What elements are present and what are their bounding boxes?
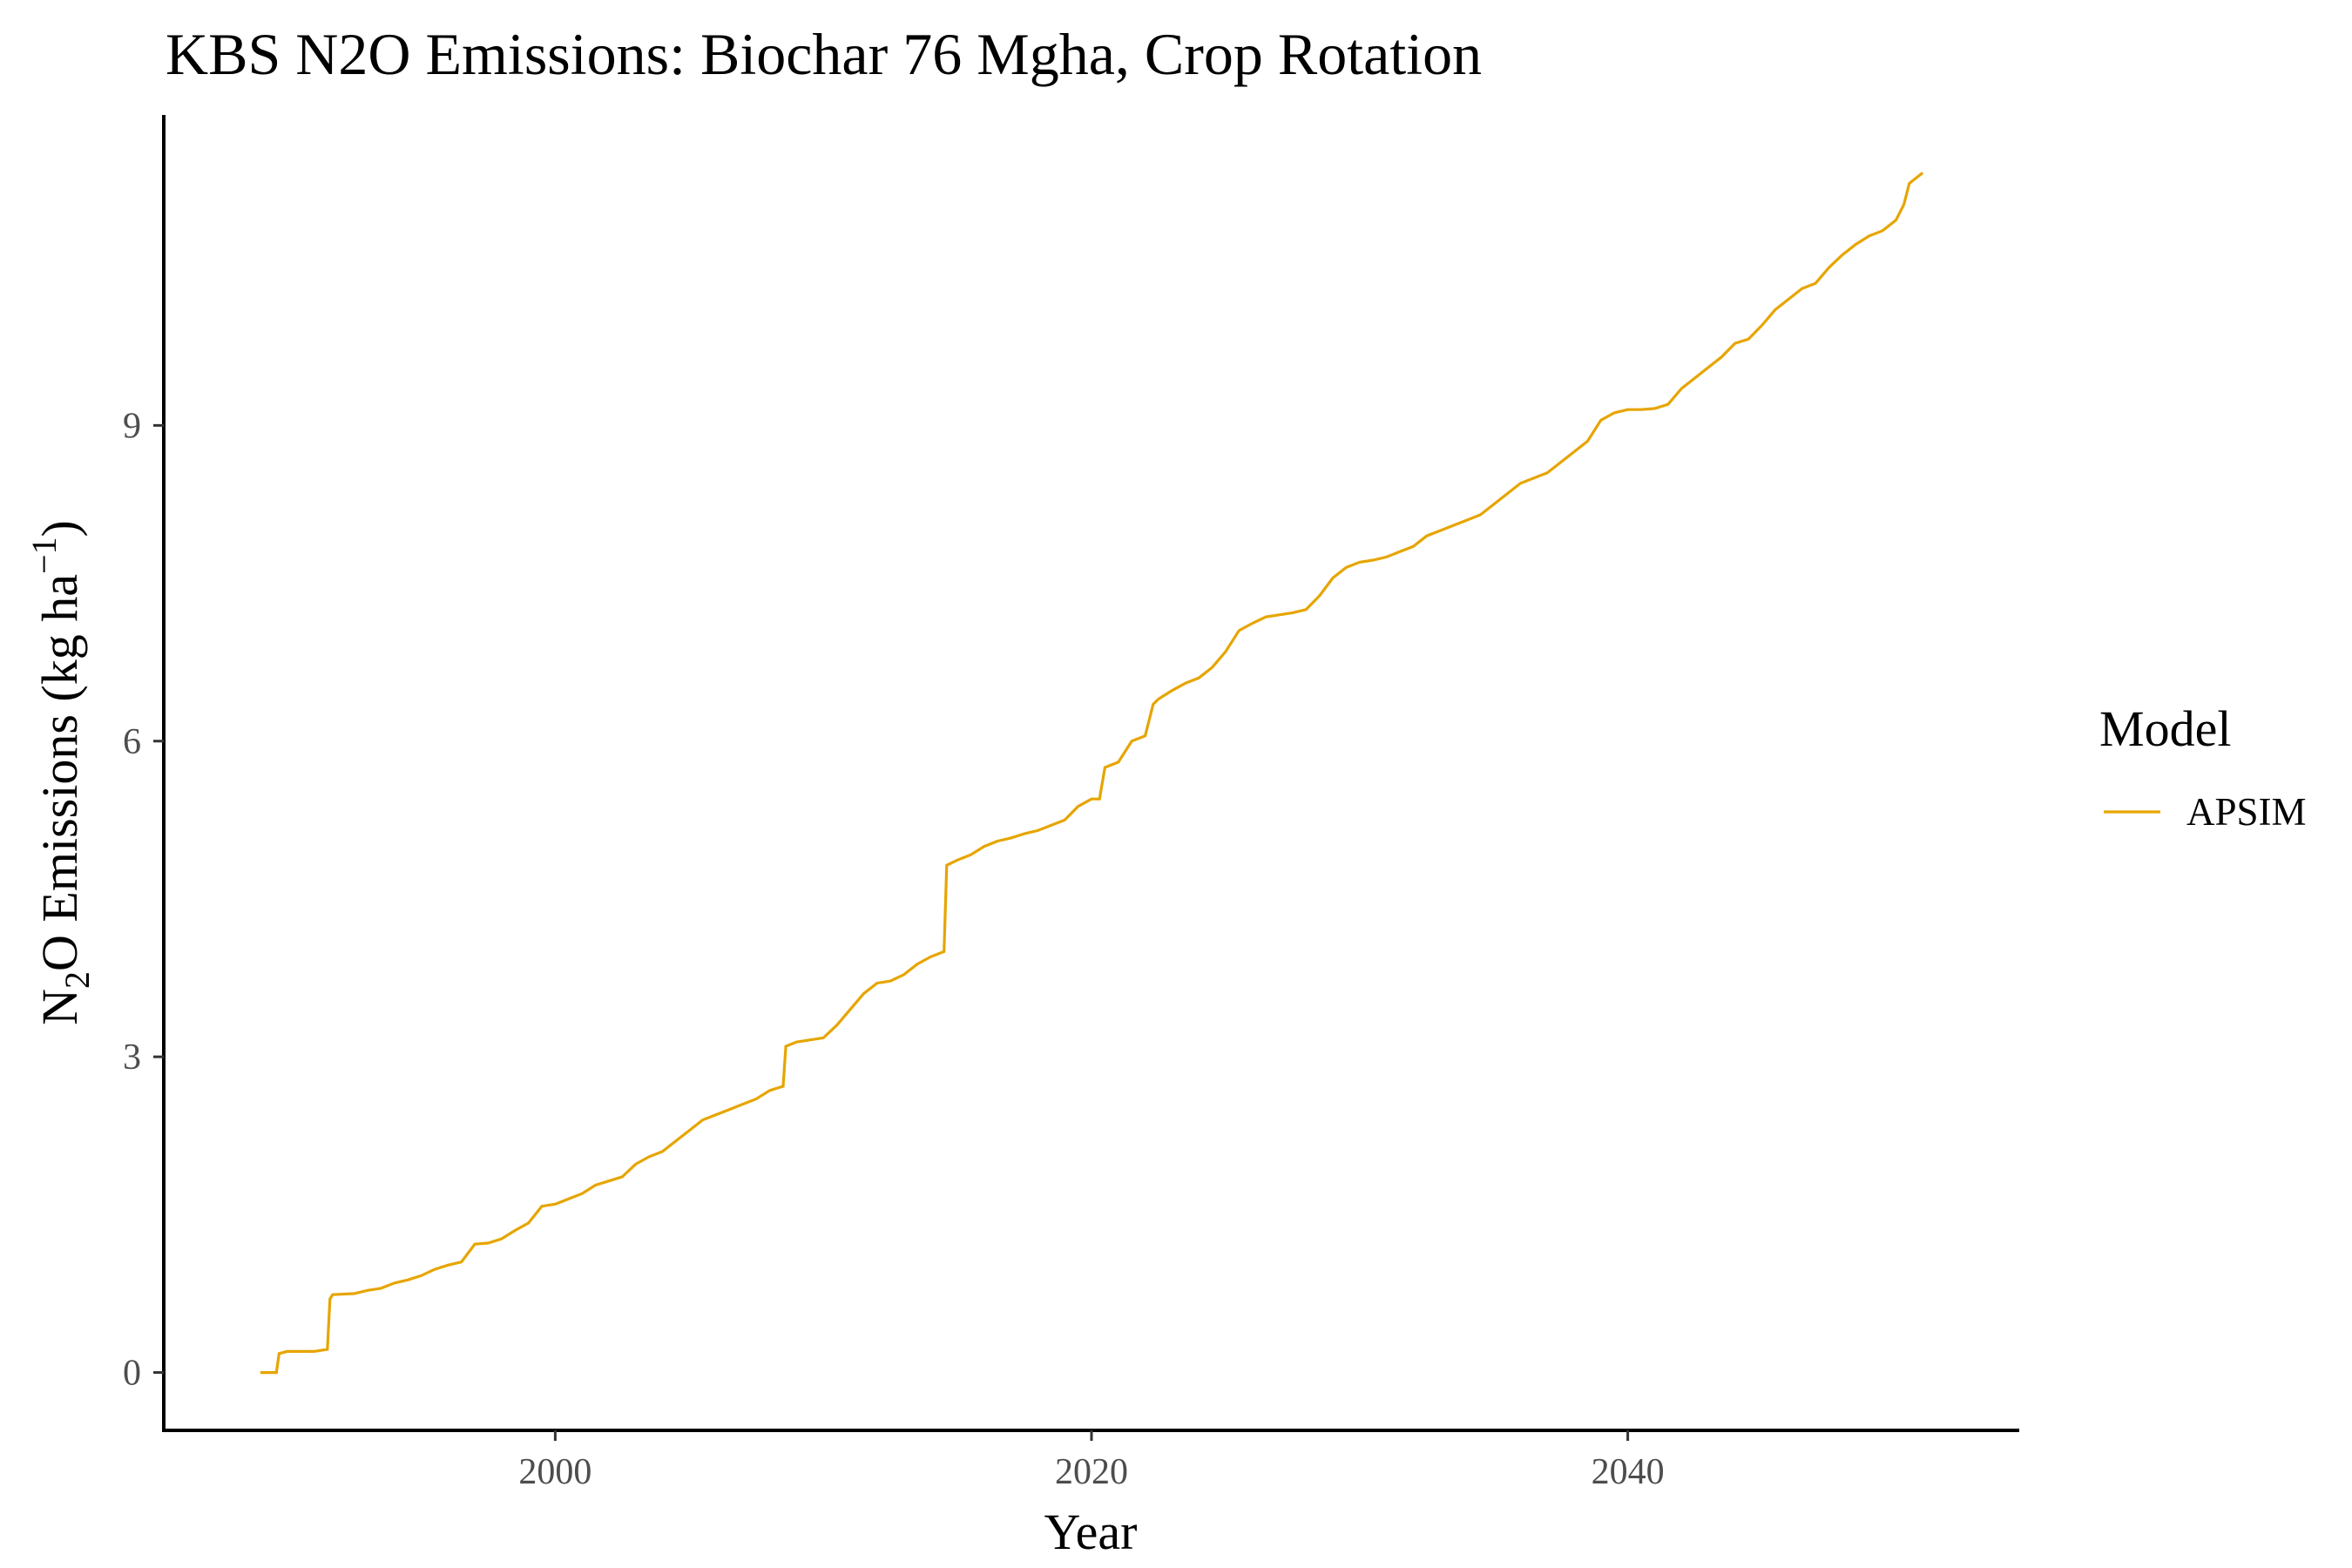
- y-axis-title-subscript: 2: [57, 971, 97, 989]
- y-axis-title: N2O Emissions (kg ha−1): [24, 520, 97, 1025]
- y-axis-title-superscript: −1: [24, 537, 64, 574]
- y-axis-ticks: 0 3 6 9: [123, 406, 164, 1394]
- x-tick-label: 2020: [1055, 1452, 1128, 1492]
- y-tick-label: 9: [123, 406, 141, 446]
- x-axis-title: Year: [1044, 1504, 1138, 1560]
- series-line-apsim: [260, 172, 1924, 1375]
- x-tick-label: 2040: [1592, 1452, 1665, 1492]
- chart-title: KBS N2O Emissions: Biochar 76 Mgha, Crop…: [166, 21, 1482, 87]
- y-tick-label: 6: [123, 722, 141, 762]
- legend-title: Model: [2099, 700, 2231, 757]
- plot-area: [260, 172, 1924, 1375]
- y-tick-label: 0: [123, 1354, 141, 1394]
- legend: Model APSIM: [2099, 700, 2307, 834]
- legend-label-apsim: APSIM: [2186, 790, 2307, 834]
- y-axis-title-prefix: N: [31, 989, 88, 1025]
- x-axis-ticks: 2000 2020 2040: [518, 1430, 1665, 1492]
- y-axis-title-suffix: ): [31, 520, 88, 537]
- x-tick-label: 2000: [518, 1452, 591, 1492]
- y-axis-title-middle: O Emissions (kg ha: [31, 574, 88, 971]
- y-tick-label: 3: [123, 1037, 141, 1078]
